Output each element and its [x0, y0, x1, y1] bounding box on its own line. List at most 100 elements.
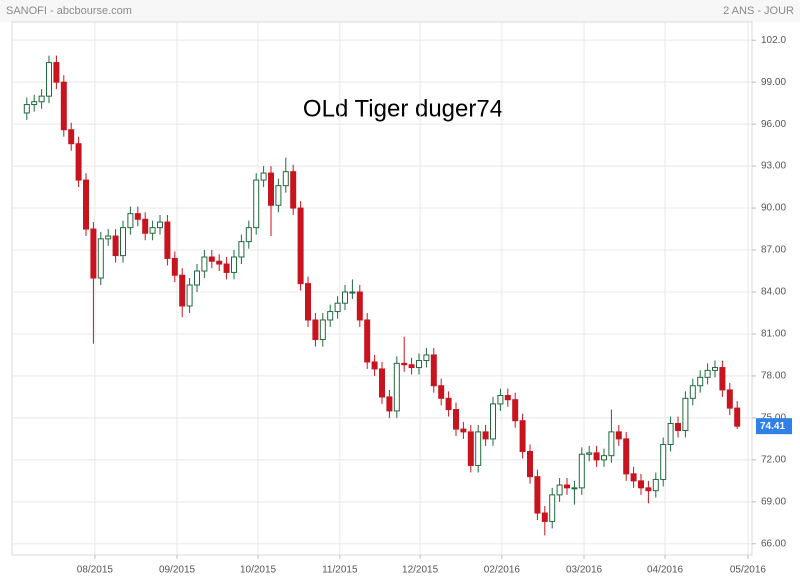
candle-body — [623, 438, 630, 475]
candle-body — [497, 395, 504, 405]
candle-body — [675, 422, 681, 431]
candle-body — [482, 431, 489, 440]
candle-body — [112, 235, 119, 257]
x-tick-label: 10/2015 — [240, 565, 277, 576]
candle-body — [638, 480, 644, 489]
candle-body — [578, 453, 585, 489]
candle-body — [534, 476, 541, 514]
candle-body — [290, 171, 297, 209]
candle-body — [231, 256, 237, 273]
candle-body — [216, 260, 223, 265]
candle-body — [38, 95, 45, 103]
candle-body — [208, 256, 215, 262]
candle-body — [401, 362, 408, 366]
x-tick-label: 11/2015 — [322, 565, 358, 576]
candle-body — [386, 396, 393, 412]
candle-body — [164, 221, 171, 259]
candle-body — [712, 367, 718, 371]
candle-body — [541, 512, 548, 522]
x-tick-label: 05/2016 — [730, 565, 767, 576]
candle-body — [282, 171, 289, 187]
candle-body — [379, 368, 385, 398]
candle-body — [475, 431, 482, 466]
candle-body — [652, 478, 659, 492]
candle-body — [53, 62, 60, 83]
candle-body — [179, 274, 186, 307]
candle-body — [467, 431, 474, 466]
candle-body — [423, 354, 430, 362]
candle-body — [408, 364, 415, 369]
x-tick-label: 09/2015 — [159, 565, 196, 576]
candle-body — [238, 241, 245, 258]
candle-body — [90, 228, 97, 279]
candle-body — [83, 179, 89, 230]
period-label: 2 ANS - JOUR — [723, 5, 794, 17]
candle-body — [356, 291, 363, 321]
candle-body — [105, 235, 112, 240]
candle-body — [260, 172, 267, 181]
y-tick-label: 99.00 — [761, 77, 786, 88]
candle-body — [194, 270, 200, 286]
x-tick-label: 08/2015 — [77, 565, 114, 576]
y-tick-label: 93.00 — [761, 161, 786, 172]
candle-body — [120, 227, 126, 257]
y-tick-label: 87.00 — [761, 245, 786, 256]
candle-body — [564, 484, 570, 489]
candle-body — [571, 487, 578, 490]
candle-body — [142, 218, 149, 234]
candle-body — [697, 376, 704, 387]
candle-body — [171, 257, 178, 276]
candle-body — [438, 385, 445, 399]
candle-body — [134, 213, 141, 220]
candle-body — [364, 319, 371, 363]
y-tick-label: 96.00 — [761, 119, 786, 130]
y-tick-label: 75.00 — [761, 413, 786, 424]
candle-body — [157, 221, 163, 229]
candle-body — [327, 311, 334, 321]
candle-body — [645, 487, 652, 492]
candle-body — [416, 360, 422, 369]
plot-frame — [11, 21, 753, 556]
y-tick-label: 69.00 — [761, 496, 786, 507]
candle-body — [312, 319, 319, 341]
x-tick-label: 12/2015 — [402, 565, 439, 576]
candle-body — [682, 397, 689, 431]
candle-body — [31, 101, 38, 106]
watermark: OLd Tiger duger74 — [303, 95, 503, 122]
y-tick-label: 66.00 — [761, 538, 786, 549]
candle-body — [734, 407, 741, 427]
candle-body — [549, 494, 556, 522]
last-price-box — [756, 418, 792, 435]
candle-body — [519, 420, 526, 452]
candle-body — [60, 81, 67, 131]
candle-body — [319, 319, 326, 341]
candle-body — [245, 227, 252, 243]
candle-body — [342, 291, 348, 304]
candle-body — [430, 354, 437, 387]
candle-body — [667, 422, 674, 445]
candle-body — [726, 389, 733, 409]
candle-body — [593, 452, 600, 461]
x-tick-label: 04/2016 — [647, 565, 684, 576]
candle-body — [268, 172, 274, 206]
candle-body — [97, 238, 104, 279]
candle-body — [660, 443, 667, 480]
header-band — [0, 0, 800, 22]
candle-body — [586, 452, 593, 455]
candle-body — [704, 369, 711, 378]
candle-body — [460, 428, 467, 433]
candle-body — [719, 367, 726, 391]
x-tick-label: 03/2016 — [566, 565, 603, 576]
y-tick-label: 102.0 — [761, 35, 786, 46]
candle-body — [490, 403, 496, 440]
candle-body — [46, 62, 52, 97]
candle-body — [186, 284, 193, 307]
candle-body — [349, 291, 356, 294]
candle-body — [334, 302, 341, 313]
candle-body — [305, 283, 311, 321]
candle-body — [393, 362, 400, 412]
candle-body — [615, 431, 622, 440]
last-price-label: 74.41 — [760, 421, 785, 432]
candle-body — [601, 455, 607, 461]
